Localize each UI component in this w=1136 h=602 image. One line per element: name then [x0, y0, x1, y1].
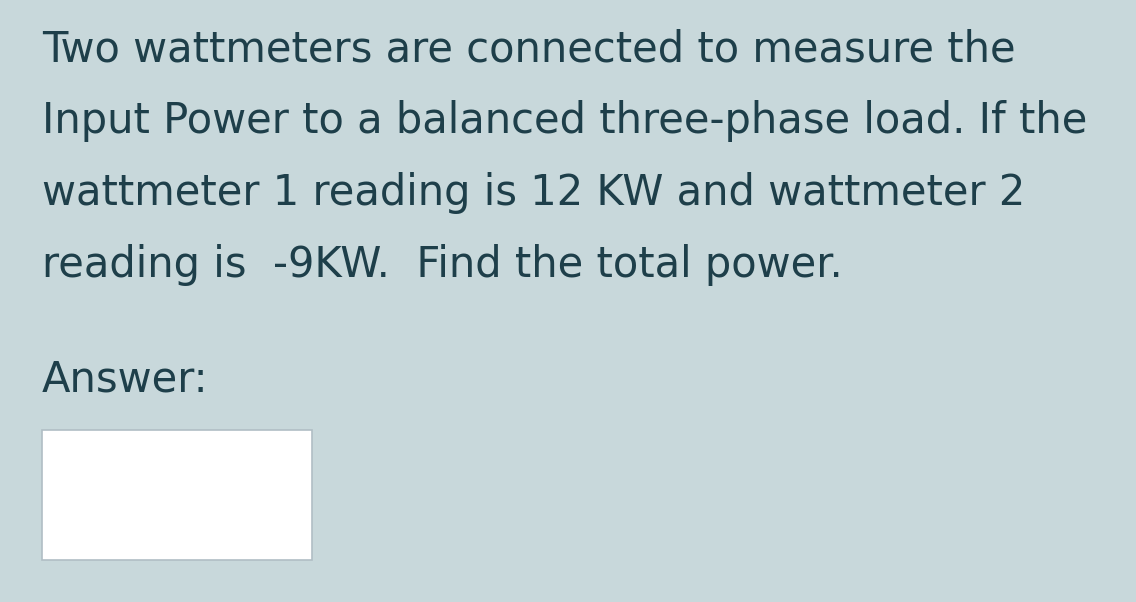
Text: wattmeter 1 reading is 12 KW and wattmeter 2: wattmeter 1 reading is 12 KW and wattmet… — [42, 172, 1026, 214]
Text: Input Power to a balanced three-phase load. If the: Input Power to a balanced three-phase lo… — [42, 100, 1087, 142]
Text: Two wattmeters are connected to measure the: Two wattmeters are connected to measure … — [42, 28, 1016, 70]
Text: Answer:: Answer: — [42, 358, 209, 400]
Bar — [42, 430, 312, 560]
Text: reading is  -9KW.  Find the total power.: reading is -9KW. Find the total power. — [42, 244, 843, 286]
